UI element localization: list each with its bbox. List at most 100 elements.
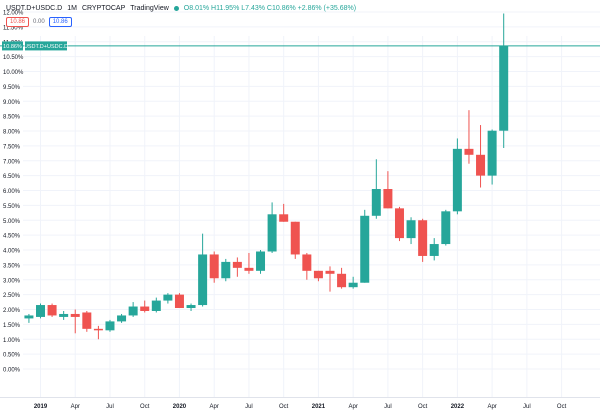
candle-body xyxy=(441,211,451,245)
x-tick-label: Jul xyxy=(384,404,392,410)
candle[interactable] xyxy=(232,257,242,277)
last-price-symbol: USDT.D+USDC.D xyxy=(24,44,68,50)
y-tick-label: 10.00% xyxy=(3,70,24,76)
candle-body xyxy=(348,282,358,288)
x-tick-label: Jul xyxy=(523,404,531,410)
candle-body xyxy=(267,214,277,252)
candle-body xyxy=(476,154,486,176)
candle[interactable] xyxy=(441,209,451,246)
candle[interactable] xyxy=(128,302,138,317)
y-tick-label: 6.00% xyxy=(3,189,21,195)
candle-body xyxy=(221,261,231,279)
candle[interactable] xyxy=(499,13,509,148)
x-tick-label: 2019 xyxy=(34,404,48,410)
candle-body xyxy=(302,254,312,271)
interval-label[interactable]: 1M xyxy=(67,5,77,12)
candle[interactable] xyxy=(209,251,219,283)
candle[interactable] xyxy=(418,218,428,262)
candle-body xyxy=(464,148,474,155)
candle[interactable] xyxy=(325,266,335,292)
last-price-label: 10.86% xyxy=(3,44,22,50)
candle[interactable] xyxy=(290,221,300,259)
indicator-mid-value: 0.00 xyxy=(33,19,45,25)
status-dot-icon xyxy=(173,6,179,11)
candle[interactable] xyxy=(279,203,289,222)
candle-body xyxy=(383,189,393,209)
candle[interactable] xyxy=(174,293,184,309)
y-tick-label: 6.50% xyxy=(3,174,21,180)
candle-body xyxy=(452,148,462,212)
candle[interactable] xyxy=(70,309,80,334)
symbol-name[interactable]: USDT.D+USDC.D xyxy=(6,5,63,12)
candle-body xyxy=(24,315,34,319)
y-tick-label: 8.50% xyxy=(3,115,21,121)
candle[interactable] xyxy=(429,238,439,261)
candle-body xyxy=(487,130,497,176)
candle[interactable] xyxy=(93,325,103,340)
candle-body xyxy=(337,273,347,288)
candle-body xyxy=(290,221,300,255)
candle-body xyxy=(209,254,219,279)
x-tick-label: Oct xyxy=(418,404,428,410)
candle[interactable] xyxy=(117,313,127,323)
candle[interactable] xyxy=(244,252,254,274)
x-tick-label: 2022 xyxy=(451,404,465,410)
candle-body xyxy=(418,220,428,256)
candle[interactable] xyxy=(59,310,69,320)
candle[interactable] xyxy=(394,206,404,242)
candle[interactable] xyxy=(464,110,474,164)
candle-body xyxy=(232,261,242,268)
last-price-symbol-badge xyxy=(25,41,67,51)
candle-body xyxy=(93,328,103,331)
candle[interactable] xyxy=(256,250,266,274)
candle[interactable] xyxy=(198,233,208,307)
x-tick-label: Oct xyxy=(557,404,567,410)
candle[interactable] xyxy=(337,267,347,289)
candle[interactable] xyxy=(487,129,497,185)
candle-body xyxy=(140,306,150,311)
platform-label: TradingView xyxy=(130,5,169,12)
candle[interactable] xyxy=(36,303,45,319)
x-tick-label: Apr xyxy=(348,404,357,410)
last-price-line: 10.86% USDT.D+USDC.D xyxy=(0,41,600,51)
candle[interactable] xyxy=(360,209,370,283)
candle[interactable] xyxy=(186,303,196,311)
candle[interactable] xyxy=(406,217,416,245)
y-tick-label: 11.50% xyxy=(3,25,24,31)
candle-body xyxy=(47,305,57,316)
candle[interactable] xyxy=(82,310,92,332)
candle[interactable] xyxy=(267,202,277,253)
y-tick-label: 0.50% xyxy=(3,353,21,359)
candle[interactable] xyxy=(163,293,173,304)
candle-body xyxy=(128,306,138,316)
x-tick-label: Apr xyxy=(210,404,219,410)
candle[interactable] xyxy=(47,303,57,317)
candle[interactable] xyxy=(151,297,161,313)
legend-header: USDT.D+USDC.D 1M CRYPTOCAP TradingView O… xyxy=(6,5,356,12)
candle-body xyxy=(198,254,208,306)
candle-body xyxy=(186,305,196,309)
candle-group xyxy=(24,13,509,340)
candle-body xyxy=(117,315,127,322)
candle[interactable] xyxy=(302,252,312,280)
candle[interactable] xyxy=(476,125,486,188)
indicator-right-box[interactable]: 10.86 xyxy=(48,17,72,27)
candle[interactable] xyxy=(371,159,381,219)
candle[interactable] xyxy=(24,313,34,323)
candle[interactable] xyxy=(313,270,323,282)
candle[interactable] xyxy=(452,138,462,215)
candle[interactable] xyxy=(383,171,393,209)
candle[interactable] xyxy=(105,319,115,332)
candle-body xyxy=(82,312,92,329)
y-tick-label: 5.50% xyxy=(3,204,21,210)
y-tick-label: 5.00% xyxy=(3,219,21,225)
candle[interactable] xyxy=(221,258,231,282)
y-tick-label: 3.50% xyxy=(3,263,21,269)
candle[interactable] xyxy=(140,300,150,313)
indicator-left-box[interactable]: 10.86 xyxy=(6,17,30,27)
candle[interactable] xyxy=(348,276,358,289)
y-tick-label: 4.00% xyxy=(3,249,21,255)
y-tick-label: 7.00% xyxy=(3,159,21,165)
candle-body xyxy=(70,313,80,317)
